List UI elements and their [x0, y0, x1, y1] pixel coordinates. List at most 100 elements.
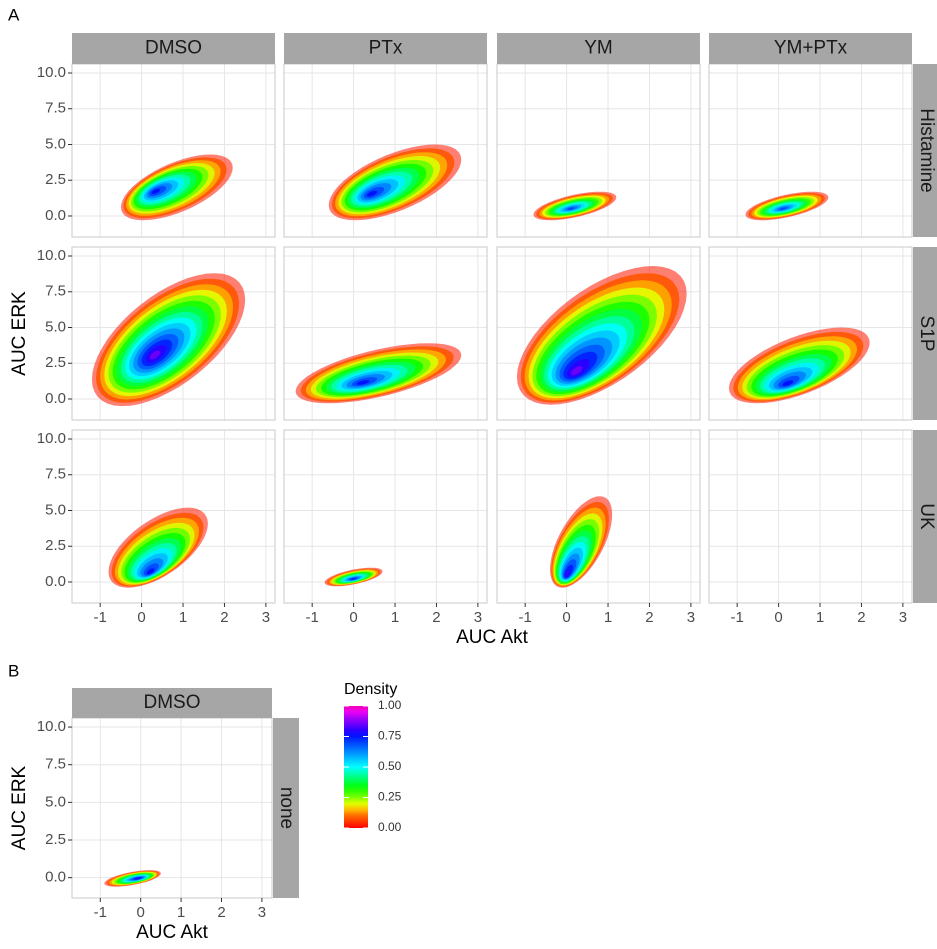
x-tick-label: 1 — [179, 609, 187, 626]
x-axis-title: AUC Akt — [456, 627, 529, 648]
strip-label: S1P — [916, 316, 937, 352]
strip — [72, 33, 275, 64]
density-contour — [571, 366, 583, 376]
strip-label: DMSO — [144, 692, 201, 713]
x-tick-label: 3 — [262, 609, 270, 626]
y-tick-label: 5.0 — [45, 793, 66, 810]
x-tick-label: -1 — [305, 609, 318, 626]
x-tick-label: 0 — [562, 609, 570, 626]
y-tick-label: 10.0 — [37, 247, 66, 264]
strip-label: none — [276, 787, 297, 829]
panel-border — [283, 246, 488, 421]
strip-label: Histamine — [916, 108, 937, 192]
y-tick-label: 0.0 — [45, 573, 66, 590]
density-contour — [782, 380, 794, 387]
panel-background — [72, 718, 272, 898]
y-tick-label: 7.5 — [45, 283, 66, 300]
x-tick-label: 2 — [857, 609, 865, 626]
x-tick-label: 0 — [137, 904, 145, 921]
legend-label: 0.00 — [378, 820, 402, 834]
y-tick-label: 0.0 — [45, 869, 66, 886]
panel-background — [497, 64, 700, 237]
density-contour — [367, 190, 378, 197]
panel-border — [496, 429, 701, 604]
y-tick-label: 5.0 — [45, 135, 66, 152]
x-tick-label: 3 — [474, 609, 482, 626]
y-tick-label: 2.5 — [45, 537, 66, 554]
density-contour — [351, 578, 356, 580]
legend-title: Density — [344, 681, 397, 698]
x-tick-label: 2 — [220, 609, 228, 626]
density-contour — [565, 570, 570, 578]
y-tick-label: 0.0 — [45, 390, 66, 407]
x-tick-label: 2 — [645, 609, 653, 626]
strip-label: YM+PTx — [774, 38, 848, 59]
density-contour — [146, 568, 155, 575]
density-contour — [151, 188, 161, 194]
strip-label: PTx — [369, 38, 403, 59]
panel-label: B — [8, 661, 19, 680]
y-axis-title: AUC ERK — [9, 765, 30, 850]
x-tick-label: 3 — [899, 609, 907, 626]
panel-label: A — [8, 5, 20, 24]
x-tick-label: 2 — [432, 609, 440, 626]
y-tick-label: 0.0 — [45, 207, 66, 224]
x-tick-label: 0 — [349, 609, 357, 626]
x-tick-label: 0 — [137, 609, 145, 626]
y-tick-label: 7.5 — [45, 100, 66, 117]
strip — [709, 33, 912, 64]
x-axis-title: AUC Akt — [136, 922, 209, 943]
density-contour — [136, 877, 141, 879]
strip — [913, 64, 937, 237]
strip — [72, 688, 272, 718]
density-contour — [356, 380, 370, 385]
strip-label: YM — [584, 38, 613, 59]
panel-border — [283, 429, 488, 604]
strip — [284, 33, 487, 64]
x-tick-label: -1 — [518, 609, 531, 626]
strip — [913, 247, 937, 420]
x-tick-label: 2 — [217, 904, 225, 921]
y-tick-label: 10.0 — [37, 430, 66, 447]
x-tick-label: 1 — [391, 609, 399, 626]
panel-background — [284, 430, 487, 603]
x-tick-label: 3 — [687, 609, 695, 626]
y-tick-label: 10.0 — [37, 718, 66, 735]
y-tick-label: 7.5 — [45, 466, 66, 483]
legend-label: 0.50 — [378, 759, 402, 773]
y-axis-title: AUC ERK — [9, 291, 30, 376]
density-contour — [779, 207, 787, 210]
x-tick-label: 0 — [774, 609, 782, 626]
panel-border — [708, 246, 913, 421]
panel-border — [71, 246, 276, 421]
panel-background — [709, 64, 912, 237]
y-tick-label: 5.0 — [45, 501, 66, 518]
strip — [913, 430, 937, 603]
x-tick-label: 1 — [604, 609, 612, 626]
density-contour — [567, 207, 575, 210]
y-tick-label: 5.0 — [45, 318, 66, 335]
strip-label: DMSO — [145, 38, 202, 59]
x-tick-label: 1 — [177, 904, 185, 921]
x-tick-label: 3 — [258, 904, 266, 921]
x-tick-label: -1 — [730, 609, 743, 626]
strip-label: UK — [916, 503, 937, 530]
y-tick-label: 2.5 — [45, 171, 66, 188]
y-tick-label: 2.5 — [45, 354, 66, 371]
y-tick-label: 2.5 — [45, 831, 66, 848]
y-tick-label: 10.0 — [37, 64, 66, 81]
panel-border — [496, 246, 701, 421]
legend-label: 0.75 — [378, 729, 402, 743]
x-tick-label: 1 — [816, 609, 824, 626]
strip — [497, 33, 700, 64]
legend-label: 1.00 — [378, 698, 402, 712]
panel-border — [71, 429, 276, 604]
x-tick-label: -1 — [93, 609, 106, 626]
x-tick-label: -1 — [94, 904, 107, 921]
density-contour — [149, 350, 161, 360]
y-tick-label: 7.5 — [45, 756, 66, 773]
legend-label: 0.25 — [378, 790, 402, 804]
strip — [273, 718, 299, 898]
panel-background — [709, 430, 912, 603]
